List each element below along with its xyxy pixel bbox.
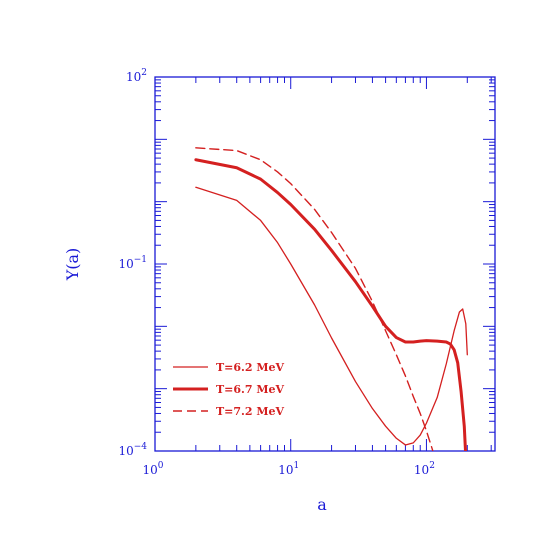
tick-marks: [154, 77, 495, 452]
legend-label: T=7.2 MeV: [216, 405, 285, 418]
y-tick-label: 10−1: [118, 255, 147, 271]
plot-frame: [154, 76, 496, 452]
y-tick-label: 102: [126, 68, 147, 84]
y-axis-title: Y(a): [63, 248, 82, 282]
tick-labels: 100 101 102 10−4 10−1 102: [118, 68, 435, 477]
x-tick-label: 102: [414, 461, 435, 477]
legend-label: T=6.7 MeV: [216, 383, 285, 396]
series-line-2: [194, 158, 468, 451]
x-tick-label: 100: [142, 461, 163, 477]
series-layer: [194, 147, 468, 451]
series-line-1: [195, 186, 468, 446]
x-tick-label: 101: [278, 461, 299, 477]
x-axis-title: a: [317, 495, 327, 514]
legend-label: T=6.2 MeV: [216, 361, 285, 374]
legend: T=6.2 MeV T=6.7 MeV T=7.2 MeV: [173, 361, 285, 418]
y-tick-label: 10−4: [118, 442, 147, 458]
